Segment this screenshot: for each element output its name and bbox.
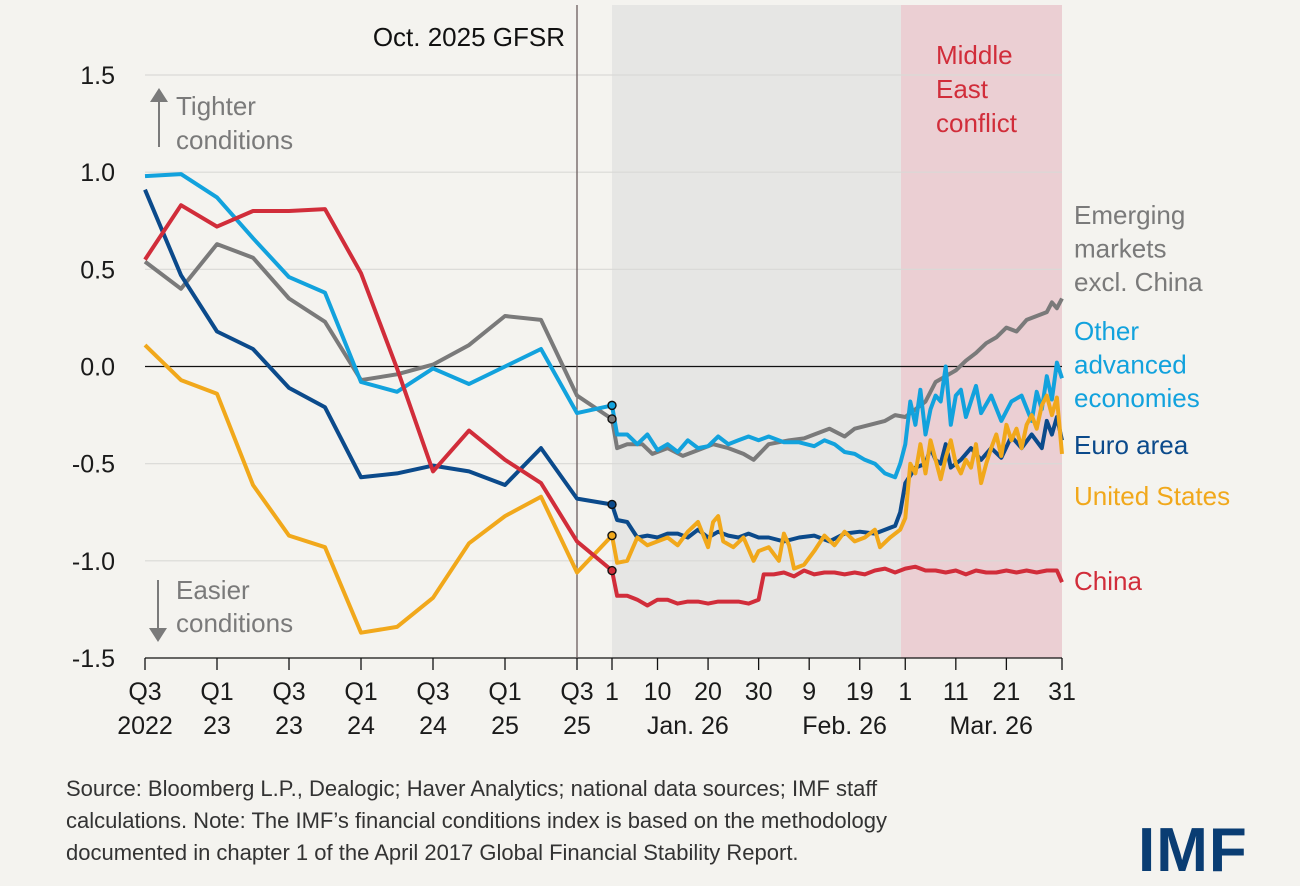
series-line-us-daily	[610, 393, 1064, 571]
tighter-label: conditions	[176, 125, 293, 155]
x-tick-label-quarter: Q3	[416, 678, 449, 706]
series-line-us-quarterly	[143, 343, 614, 635]
gfsr-label: Oct. 2025 GFSR	[373, 22, 565, 52]
x-tick-label-year: 24	[347, 712, 375, 740]
y-tick-label: -0.5	[72, 451, 115, 479]
transition-marker-us	[607, 530, 617, 541]
series-label-us: United States	[1074, 481, 1230, 511]
x-tick-label-day: 30	[745, 678, 773, 706]
series-label-oae: Other	[1074, 316, 1139, 346]
x-tick-label-quarter: Q1	[488, 678, 521, 706]
financial-conditions-chart: 1.5 1.0 0.5 0.0 -0.5 -1.0 -1.5 Q3 2022 Q1 23 Q3 23 Q1…	[72, 5, 1230, 740]
series-line-china-daily	[610, 564, 1064, 608]
x-tick-label-day: 31	[1048, 678, 1076, 706]
series-label-em: markets	[1074, 234, 1166, 264]
daily-period-band	[612, 5, 901, 658]
x-tick-label-year: 25	[491, 712, 519, 740]
series-line-oae-quarterly	[144, 172, 613, 416]
y-tick-label: 1.5	[80, 62, 115, 90]
x-tick-label-day: 9	[802, 678, 816, 706]
easier-label: Easier	[176, 575, 250, 605]
easier-arrow-icon	[149, 580, 167, 642]
x-tick-label-quarter: Q3	[560, 678, 593, 706]
y-tick-label: 0.5	[80, 256, 115, 284]
x-tick-label-quarter: Q3	[272, 678, 305, 706]
x-tick-label-day: 21	[992, 678, 1020, 706]
x-tick-label-day: 20	[694, 678, 722, 706]
x-tick-label-day: 10	[644, 678, 672, 706]
x-tick-label-year: 24	[419, 712, 447, 740]
x-month-label: Mar. 26	[950, 712, 1033, 740]
x-month-label: Feb. 26	[802, 712, 887, 740]
x-tick-label-day: 19	[846, 678, 874, 706]
tighter-arrow-icon	[150, 88, 168, 147]
y-tick-label: 1.0	[80, 159, 115, 187]
series-line-china-quarterly	[143, 203, 614, 573]
x-tick-label-year: 23	[203, 712, 231, 740]
conflict-label: conflict	[936, 108, 1018, 138]
tighter-label: Tighter	[176, 91, 256, 121]
series-label-oae: advanced	[1074, 350, 1187, 380]
series-line-oae-daily	[610, 360, 1064, 480]
conflict-band	[901, 5, 1062, 658]
source-line-1: Source: Bloomberg L.P., Dealogic; Haver …	[66, 776, 878, 801]
x-tick-label-year: 25	[563, 712, 591, 740]
transition-marker-euro	[607, 499, 617, 510]
conflict-label: Middle	[936, 40, 1013, 70]
series-label-oae: economies	[1074, 383, 1200, 413]
series-label-em: excl. China	[1074, 267, 1203, 297]
easier-label: conditions	[176, 608, 293, 638]
series-label-china: China	[1074, 566, 1142, 596]
transition-marker-em	[607, 414, 617, 424]
x-tick-label-quarter: Q1	[200, 678, 233, 706]
x-tick-label-quarter: Q3	[128, 678, 161, 706]
series-line-em-daily	[610, 297, 1064, 462]
x-tick-label-quarter: Q1	[344, 678, 377, 706]
x-month-label: Jan. 26	[647, 712, 729, 740]
transition-marker-china	[607, 565, 617, 576]
y-tick-label: -1.0	[72, 548, 115, 576]
y-tick-label: -1.5	[72, 645, 115, 673]
x-tick-label-day: 1	[605, 678, 619, 706]
y-tick-label: 0.0	[80, 354, 115, 382]
series-label-euro: Euro area	[1074, 430, 1189, 460]
source-line-3: documented in chapter 1 of the April 201…	[66, 840, 799, 865]
series-line-em-quarterly	[143, 242, 614, 421]
x-tick-label-year: 23	[275, 712, 303, 740]
source-note: Source: Bloomberg L.P., Dealogic; Haver …	[66, 773, 1066, 869]
x-tick-label-year: 2022	[117, 712, 173, 740]
series-label-em: Emerging	[1074, 200, 1185, 230]
transition-marker-oae	[607, 400, 617, 411]
x-tick-label-day: 1	[898, 678, 912, 706]
imf-logo: IMF	[1138, 816, 1248, 885]
conflict-label: East	[936, 74, 989, 104]
source-line-2: calculations. Note: The IMF’s financial …	[66, 808, 887, 833]
series-line-euro-quarterly	[143, 188, 613, 507]
x-tick-label-day: 11	[943, 678, 969, 706]
